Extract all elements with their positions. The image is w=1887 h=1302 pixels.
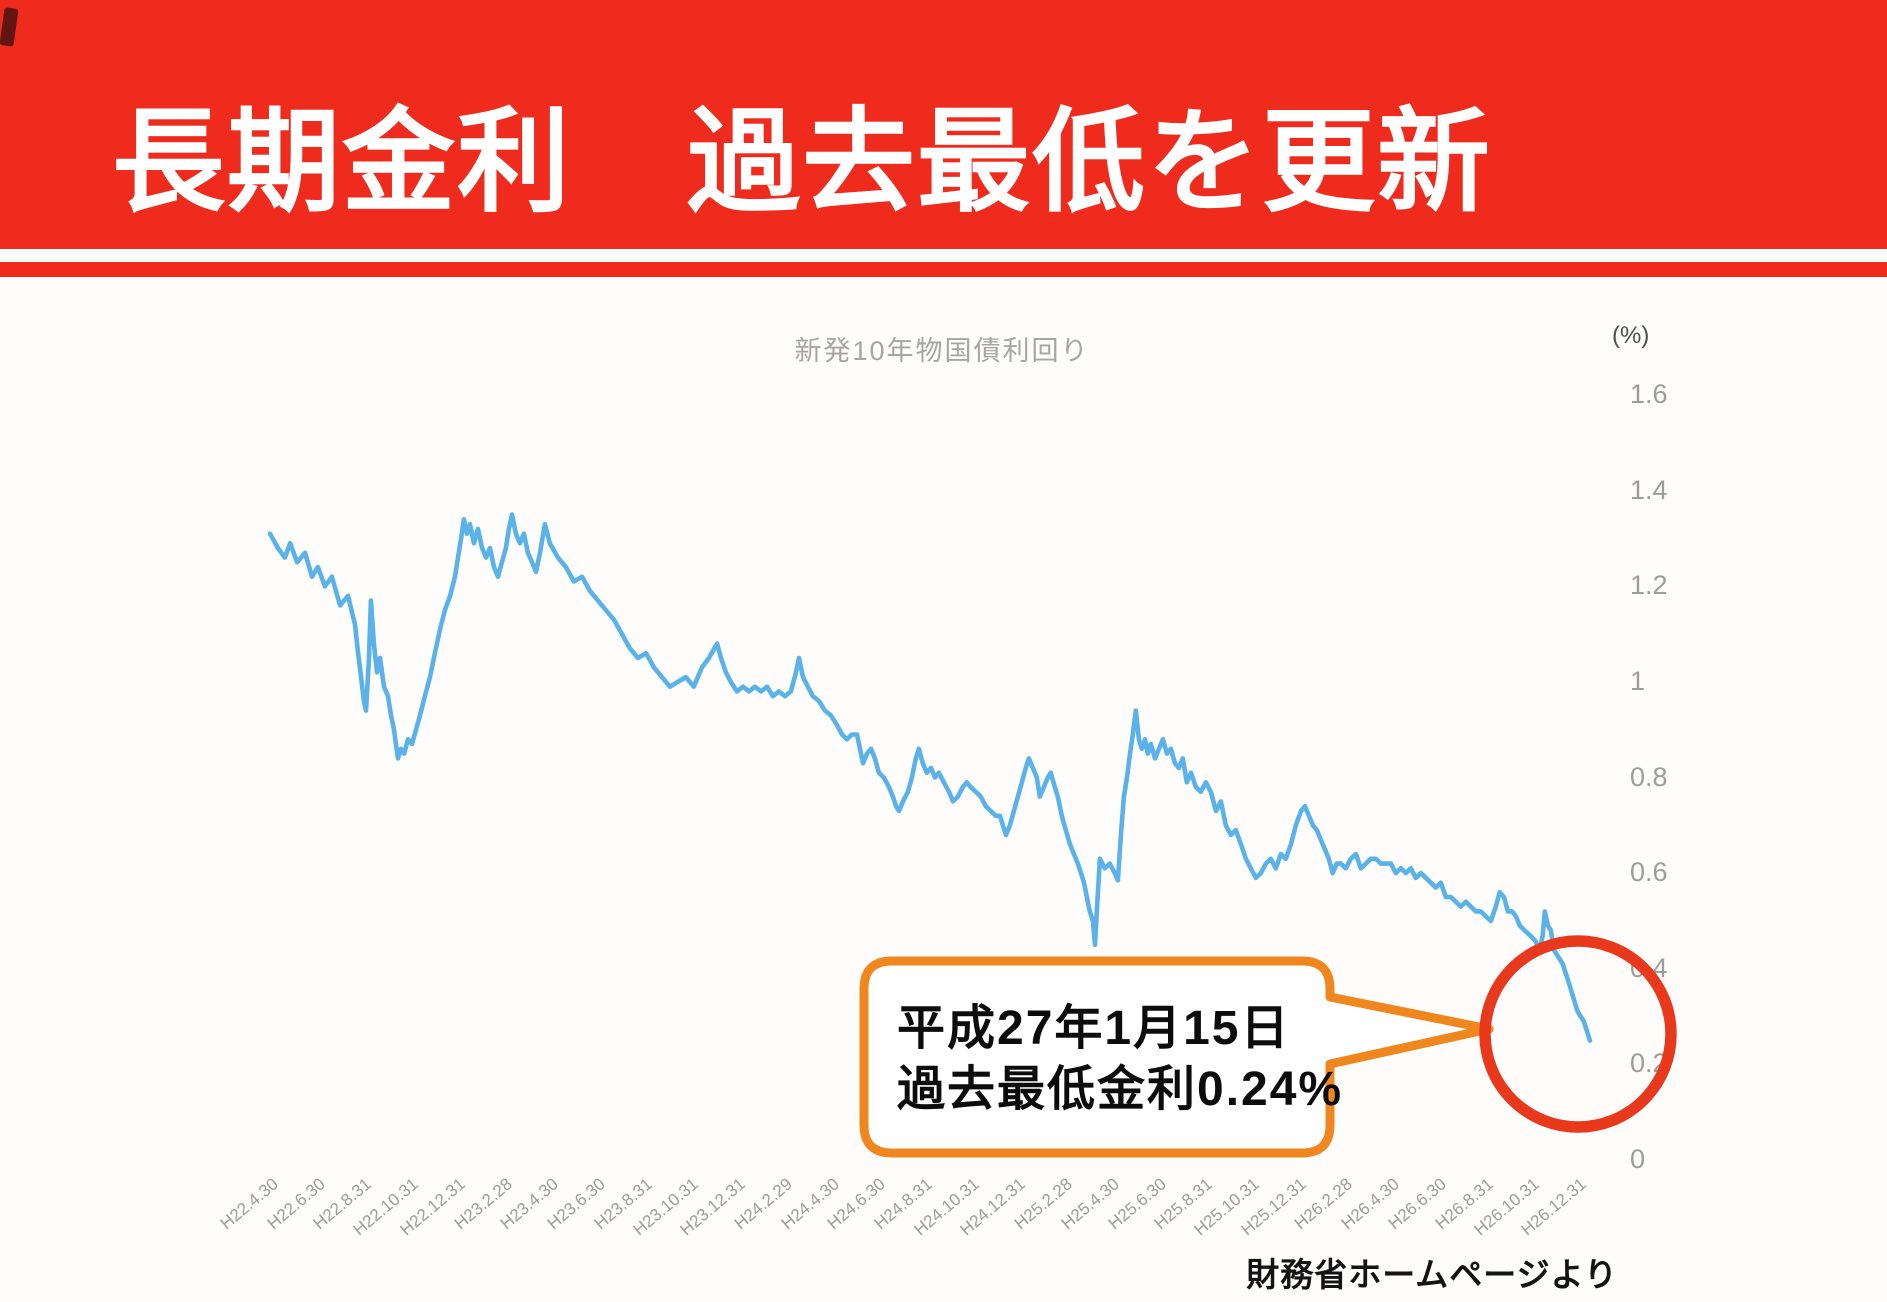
y-tick-label: 1.4 [1630, 474, 1668, 505]
source-note: 財務省ホームページより [1246, 1256, 1618, 1293]
y-tick-label: 1.2 [1630, 570, 1668, 601]
y-tick-label: 0.2 [1630, 1048, 1668, 1079]
y-tick-label: 0 [1630, 1144, 1646, 1174]
callout-text: 平成27年1月15日 過去最低金利0.24% [897, 998, 1343, 1120]
callout-line-2: 過去最低金利0.24% [897, 1063, 1344, 1116]
y-tick-label: 0.4 [1630, 952, 1668, 983]
y-axis-unit-label: (%) [1612, 322, 1650, 349]
y-tick-label: 0.6 [1630, 857, 1668, 888]
banner-accent-stripe [0, 262, 1887, 277]
headline-title: 長期金利 過去最低を更新 [112, 99, 1492, 225]
headline-banner: 長期金利 過去最低を更新 [0, 0, 1887, 249]
callout-line-1: 平成27年1月15日 [897, 1002, 1291, 1055]
yield-line [267, 512, 1593, 1043]
y-tick-label: 1 [1630, 665, 1646, 696]
y-tick-label: 1.6 [1630, 379, 1668, 409]
y-tick-label: 0.8 [1630, 761, 1668, 792]
chart-title: 新発10年物国債利回り [794, 336, 1090, 366]
